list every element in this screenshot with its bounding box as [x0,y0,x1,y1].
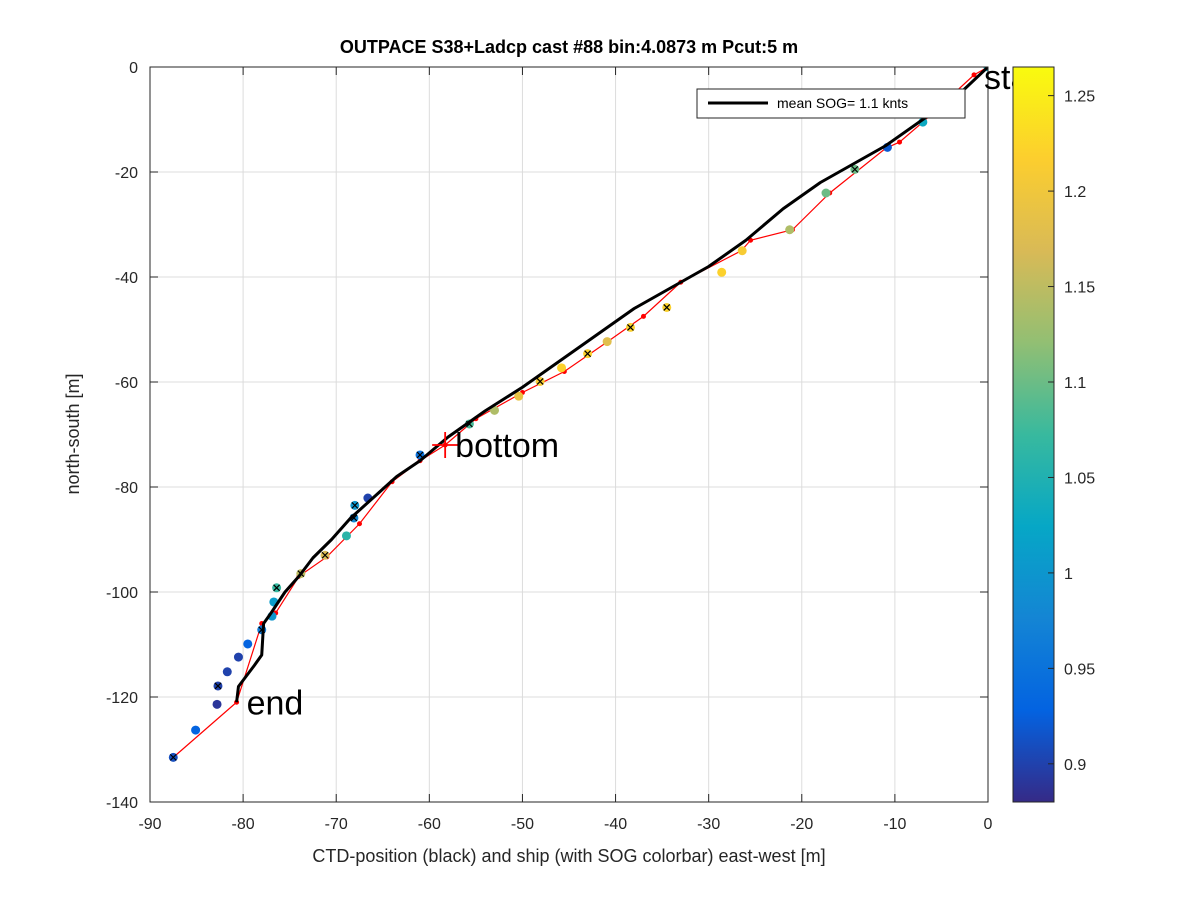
legend: mean SOG= 1.1 knts [696,88,966,119]
x-axis: -90 -80 -70 -60 -50 -40 -30 -20 -10 0 [138,67,993,833]
y-tick-label: -100 [106,585,138,602]
x-axis-label: CTD-position (black) and ship (with SOG … [312,846,825,866]
ship-sog-point [243,639,253,649]
x-tick-label: -20 [790,816,813,833]
colorbar: 0.9 0.95 1 1.05 1.1 1.15 1.2 1.25 [1012,66,1095,803]
ctd-track-line [235,67,988,703]
ship-sog-point [602,337,612,347]
ship-point-marker [584,350,592,358]
x-tick-label: 0 [984,816,993,833]
ship-sog-point [737,246,747,256]
x-tick-label: -10 [883,816,906,833]
colorbar-tick-label: 1.1 [1064,375,1086,392]
colorbar-tick-label: 1 [1064,566,1073,583]
bottom-cross-marker [432,432,459,458]
ship-sog-point [233,652,243,662]
x-tick-label: -90 [138,816,161,833]
ship-point-marker [169,753,177,761]
annotation-end: end [247,684,304,722]
colorbar-frame [1012,66,1055,803]
bottom-cross [432,432,459,458]
colorbar-tick-label: 1.15 [1064,280,1095,297]
x-tick-label: -60 [418,816,441,833]
ship-point-marker [663,304,671,311]
x-tick-label: -30 [697,816,720,833]
ship-point-marker [536,378,544,385]
colorbar-ticks: 0.9 0.95 1 1.05 1.1 1.15 1.2 1.25 [1048,89,1095,774]
legend-label: mean SOG= 1.1 knts [777,95,908,111]
chart-title: OUTPACE S38+Ladcp cast #88 bin:4.0873 m … [340,37,798,57]
x-tick-label: -70 [325,816,348,833]
y-axis-label: north-south [m] [63,373,83,494]
y-axis: 0 -20 -40 -60 -80 -100 -120 -140 [106,60,988,812]
colorbar-tick-label: 1.25 [1064,89,1095,106]
annotation-bottom: bottom [455,427,559,465]
ship-sog-point [341,531,351,541]
annotation-start: start [984,59,1051,97]
ship-point-marker [627,323,634,331]
y-tick-label: -120 [106,690,138,707]
ship-point-marker [321,551,329,559]
ship-sog-point [785,225,795,235]
ship-point-marker [214,682,222,690]
annotations: start bottom end [247,59,1051,722]
y-tick-label: -60 [115,375,138,392]
ship-track-dot [897,139,903,145]
ship-track-dot [640,313,646,319]
ship-sog-point [222,667,232,677]
plot-frame [149,66,989,803]
ship-sog-point [821,188,831,198]
ship-sog-point [717,267,727,277]
ship-point-marker [416,451,424,459]
ship-track-dot [357,521,362,527]
ship-point-marker [351,501,359,509]
colorbar-gradient [1013,67,1054,802]
y-tick-label: -40 [115,270,138,287]
y-tick-label: -80 [115,480,138,497]
ship-sog-point [514,391,524,401]
y-tick-label: -20 [115,165,138,182]
colorbar-tick-label: 0.95 [1064,661,1095,678]
ship-sog-point [557,363,567,373]
ship-sog-point [191,725,201,735]
colorbar-tick-label: 1.2 [1064,184,1086,201]
plot-contents [168,67,988,762]
plot-area [150,67,988,802]
x-tick-label: -40 [604,816,627,833]
ship-point-marker [273,584,281,592]
y-tick-label: 0 [129,60,138,77]
ship-track-dot [971,72,977,78]
colorbar-tick-label: 1.05 [1064,470,1095,487]
ship-point-marker [851,165,859,173]
x-tick-label: -50 [511,816,534,833]
y-tick-label: -140 [106,795,138,812]
x-tick-label: -80 [232,816,255,833]
ship-sog-point [212,699,222,709]
colorbar-tick-label: 0.9 [1064,757,1086,774]
